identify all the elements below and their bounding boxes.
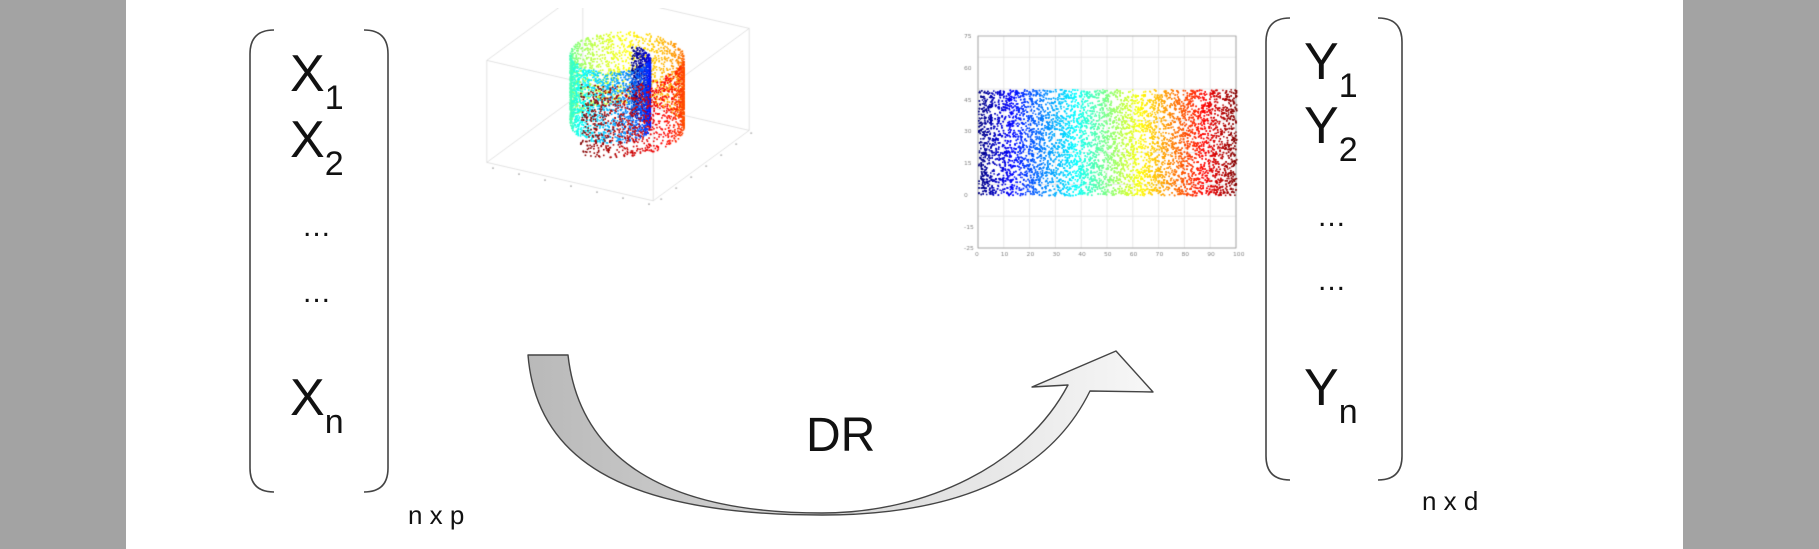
- slide: X1 X2 ... ... Xn n x p DR Y1 Y2 ... ... …: [126, 0, 1683, 549]
- right-matrix-close-bracket: [1376, 16, 1406, 482]
- embedding-2d-plot: [962, 28, 1252, 268]
- yn-entry: Yn: [1304, 359, 1358, 431]
- left-dimension-label: n x p: [408, 500, 465, 530]
- dr-curved-arrow: [527, 350, 1154, 516]
- left-ellipsis-1: ...: [303, 210, 332, 243]
- y2-entry: Y2: [1304, 97, 1358, 169]
- right-dimension-label: n x d: [1422, 486, 1479, 516]
- right-matrix-open-bracket: [1262, 16, 1292, 482]
- dr-label: DR: [806, 409, 876, 462]
- left-ellipsis-2: ...: [303, 276, 332, 309]
- left-matrix-open-bracket: [246, 28, 276, 494]
- xn-entry: Xn: [290, 369, 344, 441]
- x1-entry: X1: [290, 45, 344, 117]
- right-ellipsis-1: ...: [1318, 200, 1347, 233]
- right-ellipsis-2: ...: [1318, 264, 1347, 297]
- swiss-roll-3d-plot: [448, 8, 768, 248]
- x2-entry: X2: [290, 111, 344, 183]
- left-matrix-close-bracket: [362, 28, 392, 494]
- y1-entry: Y1: [1304, 33, 1358, 105]
